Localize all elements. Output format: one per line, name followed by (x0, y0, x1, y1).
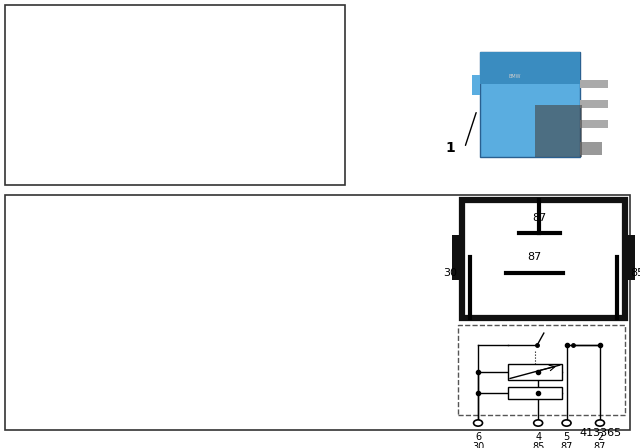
Bar (5, 5, 345, 185)
Text: 87: 87 (532, 213, 547, 223)
Bar (5, 195, 630, 430)
Bar (580, 100, 608, 108)
Text: 1: 1 (445, 141, 455, 155)
Bar (480, 52, 580, 84)
Text: 5: 5 (563, 432, 570, 442)
Text: 30: 30 (443, 268, 457, 278)
Text: 85: 85 (630, 268, 640, 278)
Bar (462, 200, 625, 318)
Circle shape (474, 420, 483, 426)
Bar (480, 52, 580, 158)
Text: 30: 30 (472, 442, 484, 448)
Bar (535, 105, 582, 158)
Text: 87: 87 (561, 442, 573, 448)
Text: 4: 4 (535, 432, 541, 442)
Bar (452, 235, 462, 280)
Bar (472, 75, 480, 95)
Bar (508, 388, 561, 400)
Text: 6: 6 (475, 432, 481, 442)
Text: 2: 2 (597, 432, 603, 442)
Text: 85: 85 (532, 442, 545, 448)
Bar (580, 80, 608, 88)
Bar (458, 325, 625, 415)
Bar (508, 364, 561, 380)
Circle shape (562, 420, 571, 426)
Text: BMW: BMW (509, 74, 521, 79)
Circle shape (595, 420, 604, 426)
Text: 87: 87 (594, 442, 606, 448)
Text: 413365: 413365 (580, 428, 622, 438)
Text: 87: 87 (527, 252, 541, 262)
Bar (580, 142, 602, 155)
Circle shape (534, 420, 543, 426)
Bar (580, 120, 608, 128)
Bar (625, 235, 635, 280)
